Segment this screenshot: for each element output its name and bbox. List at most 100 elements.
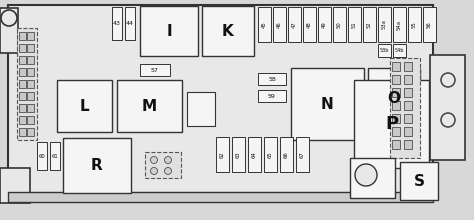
Bar — [202, 6, 254, 56]
Bar — [19, 116, 26, 124]
Bar — [27, 92, 34, 100]
Bar — [393, 44, 406, 57]
Bar — [363, 7, 376, 42]
Text: 59: 59 — [268, 94, 276, 99]
Bar — [27, 104, 34, 112]
Bar — [216, 137, 229, 172]
Text: 45: 45 — [262, 21, 267, 28]
Bar — [63, 138, 131, 193]
Text: 60: 60 — [38, 154, 46, 158]
Circle shape — [1, 10, 17, 26]
Bar — [27, 44, 34, 52]
Bar — [264, 137, 277, 172]
Bar — [258, 73, 286, 85]
Text: 53a: 53a — [382, 20, 387, 29]
Bar — [145, 152, 181, 178]
Bar — [27, 80, 34, 88]
Bar — [296, 137, 309, 172]
Bar — [291, 68, 364, 140]
Bar — [392, 101, 400, 110]
Bar — [140, 6, 198, 56]
Bar — [117, 80, 182, 132]
Bar — [393, 7, 406, 42]
Bar — [57, 80, 112, 132]
Text: I: I — [166, 24, 172, 38]
Text: 67: 67 — [300, 151, 305, 158]
Circle shape — [441, 113, 455, 127]
Bar — [430, 55, 465, 160]
Bar — [248, 137, 261, 172]
Bar — [392, 88, 400, 97]
Bar — [392, 62, 400, 71]
Text: 46: 46 — [277, 21, 282, 28]
Bar — [17, 28, 37, 140]
Bar — [37, 142, 47, 170]
Bar — [19, 128, 26, 136]
Circle shape — [164, 167, 172, 174]
Text: K: K — [222, 24, 234, 38]
Bar — [404, 140, 412, 149]
Text: 47: 47 — [292, 21, 297, 28]
Text: 50: 50 — [337, 21, 342, 28]
Text: R: R — [91, 158, 103, 173]
Bar — [404, 75, 412, 84]
Bar — [258, 7, 271, 42]
Bar — [140, 64, 170, 76]
Bar — [19, 104, 26, 112]
Bar — [350, 158, 395, 198]
Text: 52: 52 — [367, 21, 372, 28]
Bar — [392, 140, 400, 149]
Text: 51: 51 — [352, 21, 357, 28]
Bar — [423, 7, 436, 42]
Bar — [19, 44, 26, 52]
Text: 64: 64 — [252, 151, 257, 158]
Bar — [378, 44, 391, 57]
Bar — [404, 101, 412, 110]
Circle shape — [151, 167, 157, 174]
Bar — [392, 75, 400, 84]
Bar — [404, 62, 412, 71]
Text: S: S — [413, 174, 425, 189]
Text: 57: 57 — [151, 68, 159, 73]
Bar — [288, 7, 301, 42]
Bar — [392, 127, 400, 136]
Bar — [273, 7, 286, 42]
Bar — [400, 162, 438, 200]
Bar — [318, 7, 331, 42]
Bar — [392, 114, 400, 123]
Bar — [27, 32, 34, 40]
Text: N: N — [321, 97, 334, 112]
Text: M: M — [142, 99, 157, 114]
Bar — [368, 68, 420, 128]
Bar — [19, 68, 26, 76]
Bar — [348, 7, 361, 42]
Bar — [8, 192, 433, 202]
Bar — [258, 90, 286, 102]
Text: 43: 43 — [113, 20, 121, 26]
Text: 58: 58 — [268, 77, 276, 81]
Bar — [27, 116, 34, 124]
Text: O: O — [388, 90, 401, 106]
Circle shape — [151, 156, 157, 163]
Circle shape — [355, 164, 377, 186]
Text: 56: 56 — [427, 21, 432, 28]
Bar — [404, 127, 412, 136]
Text: 62: 62 — [220, 151, 225, 158]
Bar — [408, 7, 421, 42]
Circle shape — [441, 73, 455, 87]
Text: 54a: 54a — [397, 20, 402, 29]
Text: 65: 65 — [268, 151, 273, 158]
Text: 66: 66 — [284, 151, 289, 158]
Bar — [19, 32, 26, 40]
Bar — [303, 7, 316, 42]
Bar — [112, 7, 122, 40]
Text: 49: 49 — [322, 21, 327, 28]
Bar — [404, 88, 412, 97]
Bar — [354, 80, 429, 168]
Bar — [27, 68, 34, 76]
Text: 48: 48 — [307, 21, 312, 28]
Bar — [27, 128, 34, 136]
Bar — [0, 168, 30, 203]
Text: 55: 55 — [412, 21, 417, 28]
Bar — [280, 137, 293, 172]
